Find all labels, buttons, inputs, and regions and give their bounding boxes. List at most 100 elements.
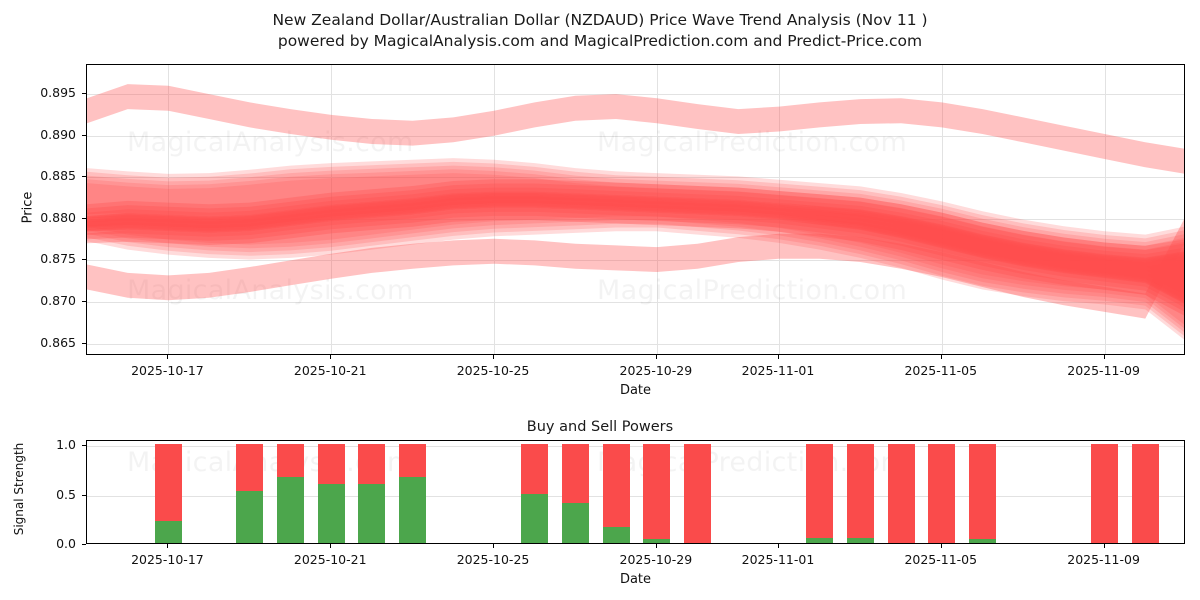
price-xtick-label: 2025-11-01 xyxy=(741,363,815,378)
wave-band-core-1 xyxy=(87,204,1184,312)
price-gridline-h xyxy=(87,343,1184,345)
price-ytick-label: 0.885 xyxy=(40,168,76,184)
price-xtick-mark xyxy=(778,355,779,359)
sell-power-segment xyxy=(1091,444,1119,543)
bar-xtick-label: 2025-11-05 xyxy=(904,552,978,567)
buy-power-segment xyxy=(154,521,182,543)
sell-power-segment xyxy=(684,444,712,543)
bar-gridline-h xyxy=(87,446,1184,447)
power-bar xyxy=(684,444,712,543)
price-gridline-v xyxy=(494,65,495,354)
bar-ytick-label: 0.5 xyxy=(56,486,76,502)
buy-power-segment xyxy=(602,527,630,543)
sell-power-segment xyxy=(643,444,671,540)
price-ytick-mark xyxy=(82,342,86,344)
buy-power-segment xyxy=(846,538,874,543)
wave-band-core-5 xyxy=(87,187,1184,295)
power-bar xyxy=(887,444,915,543)
price-wave-bands xyxy=(87,84,1184,340)
price-ytick-mark xyxy=(82,301,86,302)
buy-power-segment xyxy=(277,476,304,543)
bar-xaxis-title: Date xyxy=(619,572,652,587)
bar-gridline-h xyxy=(87,495,1184,497)
price-xtick-label: 2025-10-21 xyxy=(293,363,367,378)
power-bar xyxy=(1131,444,1159,543)
buy-power-segment xyxy=(399,476,427,543)
power-bar xyxy=(806,444,834,543)
sell-power-segment xyxy=(602,444,630,528)
price-xtick-mark xyxy=(493,355,494,359)
buy-power-segment xyxy=(358,483,386,543)
price-wave-chart-panel: MagicalAnalysis.comMagicalPrediction.com… xyxy=(86,64,1185,355)
power-bar xyxy=(277,444,304,543)
bar-xtick-mark xyxy=(493,544,494,548)
wave-band-outer-lower xyxy=(87,219,1184,319)
bar-xtick-label: 2025-10-29 xyxy=(619,552,693,567)
price-gridline-h xyxy=(87,94,1184,96)
price-xtick-mark xyxy=(1103,355,1105,359)
sell-power-segment xyxy=(969,444,996,540)
power-bar xyxy=(602,444,630,543)
power-bar xyxy=(521,444,549,543)
price-gridline-h xyxy=(87,177,1184,179)
price-ytick-label: 0.890 xyxy=(40,126,76,142)
price-xtick-label: 2025-10-25 xyxy=(456,363,530,378)
bar-xtick-mark xyxy=(1103,544,1105,548)
price-ytick-label: 0.895 xyxy=(40,85,76,101)
buy-power-segment xyxy=(643,539,671,543)
price-xtick-label: 2025-10-29 xyxy=(619,363,693,378)
bar-xtick-mark xyxy=(167,544,169,548)
wave-band-core-6 xyxy=(87,183,1184,291)
wave-band-mid-0 xyxy=(87,173,1184,340)
bar-xtick-label: 2025-10-17 xyxy=(131,552,204,567)
buy-sell-powers-panel: MagicalAnalysis.comMagicalPrediction.com xyxy=(86,440,1185,544)
bar-xtick-mark xyxy=(330,544,332,548)
wave-band-mid-1 xyxy=(87,169,1184,336)
power-bar xyxy=(236,444,264,543)
price-xtick-label: 2025-11-09 xyxy=(1067,363,1140,378)
sell-power-segment xyxy=(561,444,589,504)
wave-band-core-2 xyxy=(87,200,1184,308)
buy-sell-powers-title: Buy and Sell Powers xyxy=(526,419,674,435)
price-ytick-label: 0.880 xyxy=(40,209,76,225)
buy-power-segment xyxy=(561,503,589,543)
price-gridline-v xyxy=(331,65,333,354)
wave-band-core-3 xyxy=(87,195,1184,303)
power-bar xyxy=(399,444,427,543)
buy-power-segment xyxy=(521,493,549,543)
bar-xtick-label: 2025-11-09 xyxy=(1067,552,1140,567)
buy-power-segment xyxy=(236,490,264,543)
sell-power-segment xyxy=(521,444,549,494)
buy-power-segment xyxy=(806,538,834,543)
power-bar xyxy=(928,444,956,543)
bar-ytick-label: 0.0 xyxy=(56,536,76,551)
sell-power-segment xyxy=(277,444,304,477)
bar-xtick-label: 2025-11-01 xyxy=(741,552,815,567)
price-plot-area: MagicalAnalysis.comMagicalPrediction.com… xyxy=(87,65,1184,354)
bar-ytick-label: 1.0 xyxy=(56,437,76,452)
wave-band-coredark-2 xyxy=(87,193,1184,300)
wave-band-core-4 xyxy=(87,191,1184,299)
power-bar xyxy=(643,444,671,543)
price-ytick-mark xyxy=(82,259,86,261)
price-ytick-mark xyxy=(82,93,86,95)
price-gridline-v xyxy=(941,65,943,354)
power-bar xyxy=(358,444,386,543)
buy-power-segment xyxy=(317,483,345,543)
bar-ytick-mark xyxy=(82,544,86,545)
sell-power-segment xyxy=(928,444,956,543)
sell-power-segment xyxy=(846,444,874,539)
price-gridline-h xyxy=(87,135,1184,137)
power-bar xyxy=(317,444,345,543)
wave-band-mid-2 xyxy=(87,165,1184,333)
power-bar xyxy=(846,444,874,543)
price-ytick-mark xyxy=(82,134,86,136)
bar-xtick-mark xyxy=(655,544,657,548)
bar-ytick-mark xyxy=(82,494,86,496)
price-ytick-mark xyxy=(82,176,86,178)
sell-power-segment xyxy=(236,444,264,491)
price-xtick-label: 2025-11-05 xyxy=(904,363,978,378)
price-gridline-v xyxy=(168,65,170,354)
price-yaxis-title: Price xyxy=(20,191,36,223)
